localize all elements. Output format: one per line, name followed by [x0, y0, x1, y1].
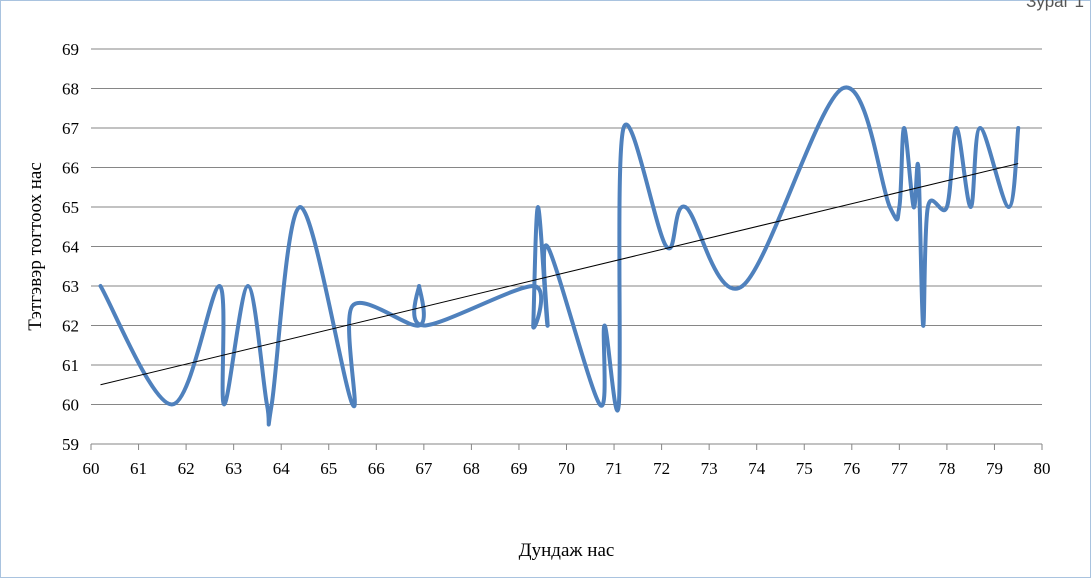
x-axis-title: Дундаж нас: [519, 540, 615, 561]
y-tick-label: 65: [62, 198, 79, 217]
x-tick-label: 66: [368, 459, 385, 478]
x-tick-label: 61: [130, 459, 147, 478]
figure-caption: Зураг 1: [1026, 0, 1084, 11]
x-tick-label: 60: [83, 459, 100, 478]
y-tick-labels: 59 60 61 62 63 64 65 66 67 68 69: [62, 40, 80, 454]
trendline-layer: [100, 163, 1019, 386]
x-tick-label: 73: [701, 459, 718, 478]
x-tick-label: 78: [938, 459, 955, 478]
x-tick-label: 72: [653, 459, 670, 478]
x-tick-label: 63: [225, 459, 242, 478]
gridlines: [91, 48, 1042, 405]
y-tick-label: 67: [62, 119, 80, 138]
x-tick-labels: 60 61 62 63 64 65 66 67 68 69 70 71 72 73 74 75 76 77 78 79…: [83, 459, 1051, 478]
series-line-0: [98, 85, 1021, 427]
x-tick-label: 76: [843, 459, 860, 478]
y-tick-label: 61: [62, 356, 79, 375]
y-axis-title: Тэтгэвэр тогтоох нас: [25, 162, 46, 331]
y-tick-label: 68: [62, 80, 79, 99]
y-tick-label: 66: [62, 159, 79, 178]
x-axis: [90, 443, 1043, 450]
x-tick-label: 74: [748, 459, 766, 478]
y-tick-label: 59: [62, 435, 79, 454]
y-tick-label: 62: [62, 317, 79, 336]
x-tick-label: 77: [891, 459, 909, 478]
x-tick-label: 67: [415, 459, 433, 478]
trendline: [100, 163, 1019, 386]
x-tick-label: 65: [320, 459, 337, 478]
y-tick-label: 60: [62, 396, 79, 415]
x-tick-label: 75: [796, 459, 813, 478]
series-layer: [98, 85, 1021, 427]
x-tick-label: 79: [986, 459, 1003, 478]
x-tick-label: 70: [558, 459, 575, 478]
y-tick-label: 69: [62, 40, 79, 59]
x-tick-label: 62: [178, 459, 195, 478]
y-tick-label: 63: [62, 277, 79, 296]
x-tick-label: 69: [510, 459, 527, 478]
x-tick-label: 80: [1034, 459, 1051, 478]
x-tick-label: 71: [606, 459, 623, 478]
x-tick-label: 64: [273, 459, 291, 478]
y-tick-label: 64: [62, 238, 80, 257]
x-tick-label: 68: [463, 459, 480, 478]
